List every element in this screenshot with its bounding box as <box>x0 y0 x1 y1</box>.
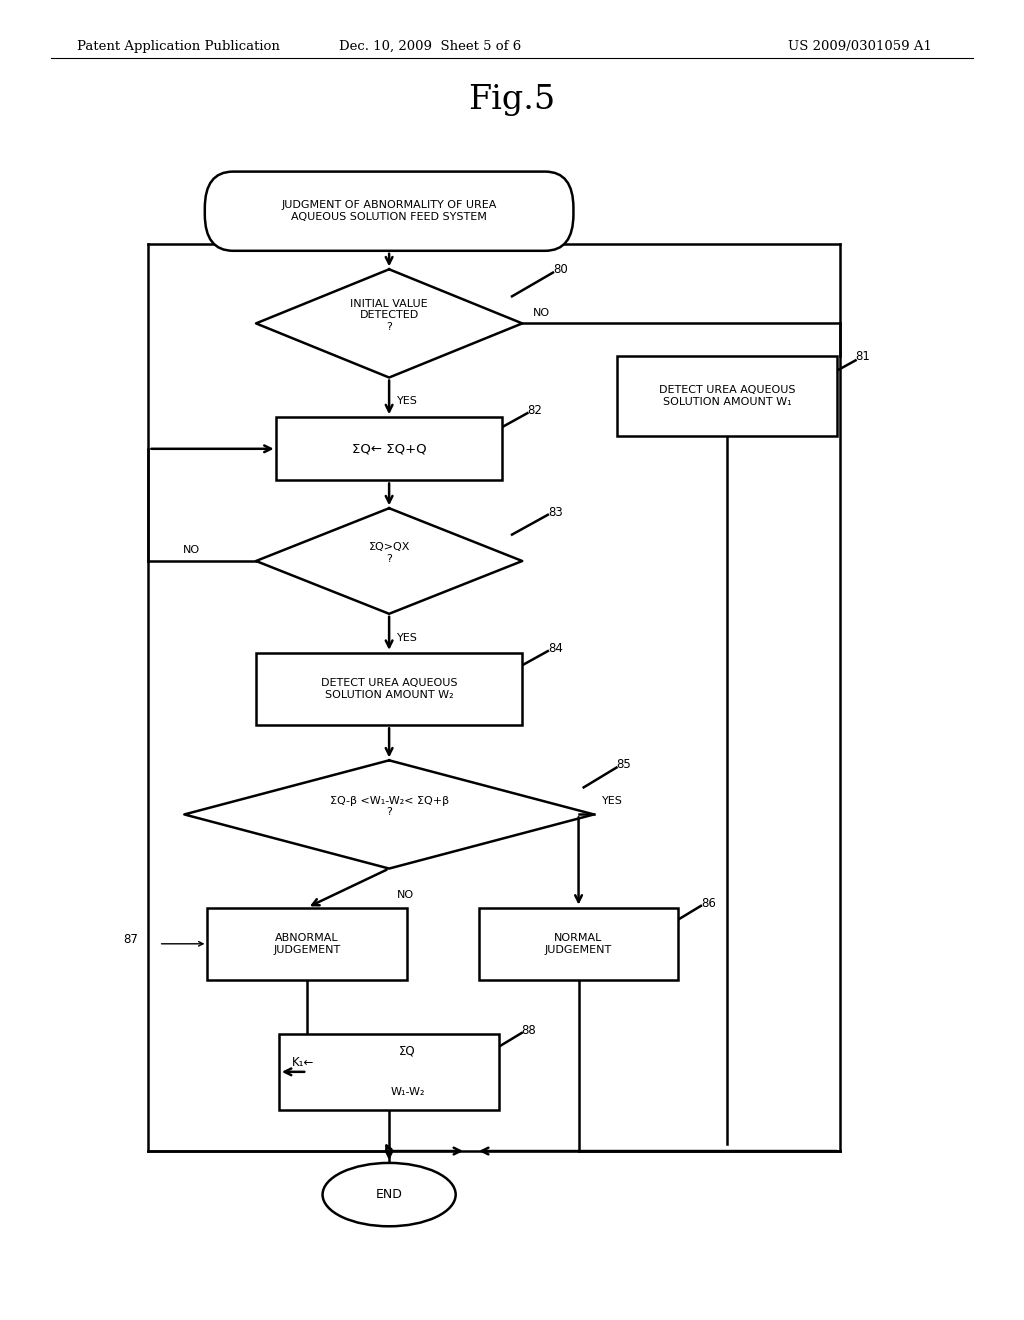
Text: Fig.5: Fig.5 <box>468 84 556 116</box>
Text: NO: NO <box>182 545 200 556</box>
Text: ΣQ: ΣQ <box>399 1044 416 1057</box>
Bar <box>207 908 407 979</box>
Text: ABNORMAL
JUDGEMENT: ABNORMAL JUDGEMENT <box>273 933 341 954</box>
Text: NO: NO <box>397 890 415 900</box>
Text: YES: YES <box>602 796 623 807</box>
Text: DETECT UREA AQUEOUS
SOLUTION AMOUNT W₁: DETECT UREA AQUEOUS SOLUTION AMOUNT W₁ <box>658 385 796 407</box>
Text: 86: 86 <box>700 896 716 909</box>
Text: NO: NO <box>532 308 550 318</box>
Text: ΣQ← ΣQ+Q: ΣQ← ΣQ+Q <box>352 442 426 455</box>
Text: DETECT UREA AQUEOUS
SOLUTION AMOUNT W₂: DETECT UREA AQUEOUS SOLUTION AMOUNT W₂ <box>321 678 458 700</box>
Bar <box>478 908 678 979</box>
Text: YES: YES <box>397 632 418 643</box>
Text: END: END <box>376 1188 402 1201</box>
FancyBboxPatch shape <box>205 172 573 251</box>
Ellipse shape <box>323 1163 456 1226</box>
Polygon shape <box>184 760 594 869</box>
Text: Patent Application Publication: Patent Application Publication <box>77 40 280 53</box>
Text: 85: 85 <box>616 759 631 771</box>
Text: 82: 82 <box>527 404 543 417</box>
Text: 87: 87 <box>123 933 138 946</box>
Text: INITIAL VALUE
DETECTED
?: INITIAL VALUE DETECTED ? <box>350 298 428 333</box>
Text: YES: YES <box>397 396 418 407</box>
Bar <box>256 653 522 726</box>
Text: US 2009/0301059 A1: US 2009/0301059 A1 <box>788 40 932 53</box>
Bar <box>279 1034 500 1110</box>
Text: JUDGMENT OF ABNORMALITY OF UREA
AQUEOUS SOLUTION FEED SYSTEM: JUDGMENT OF ABNORMALITY OF UREA AQUEOUS … <box>282 201 497 222</box>
Text: K₁←: K₁← <box>292 1056 314 1069</box>
Bar <box>276 417 502 480</box>
Text: 84: 84 <box>548 642 563 655</box>
Polygon shape <box>256 508 522 614</box>
Text: 81: 81 <box>856 350 870 363</box>
Text: NORMAL
JUDGEMENT: NORMAL JUDGEMENT <box>545 933 612 954</box>
Text: 80: 80 <box>553 264 567 276</box>
Text: W₁-W₂: W₁-W₂ <box>390 1086 425 1097</box>
Text: ΣQ-β <W₁-W₂< ΣQ+β
?: ΣQ-β <W₁-W₂< ΣQ+β ? <box>330 796 449 817</box>
Text: Dec. 10, 2009  Sheet 5 of 6: Dec. 10, 2009 Sheet 5 of 6 <box>339 40 521 53</box>
Polygon shape <box>256 269 522 378</box>
Bar <box>616 356 837 436</box>
Text: 88: 88 <box>521 1024 537 1036</box>
Text: 83: 83 <box>548 506 562 519</box>
Text: ΣQ>QX
?: ΣQ>QX ? <box>369 543 410 564</box>
